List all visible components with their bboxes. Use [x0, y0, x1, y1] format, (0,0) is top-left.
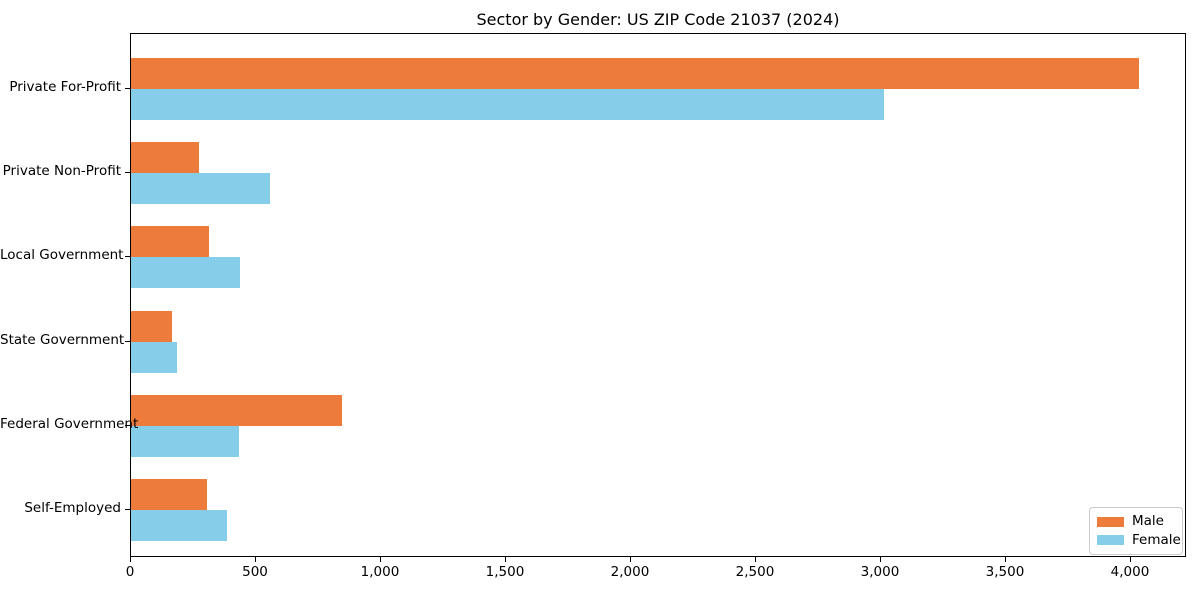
x-tick-mark [755, 557, 756, 562]
y-tick-label: Private Non-Profit [2, 163, 121, 180]
bar-female-2 [131, 173, 270, 205]
plot-area [130, 33, 1186, 557]
y-tick-label: Private For-Profit [9, 79, 121, 95]
y-tick-label: Self-Employed [24, 500, 121, 516]
bar-female-1 [131, 89, 884, 120]
y-tick-mark [125, 509, 130, 510]
y-tick-mark [125, 88, 130, 89]
x-tick-label: 2,000 [610, 564, 650, 580]
legend-label-male: Male [1132, 513, 1164, 529]
legend: Male Female [1089, 507, 1183, 555]
x-tick-mark [1005, 557, 1006, 562]
legend-item-female: Female [1097, 533, 1181, 548]
x-tick-label: 4,000 [1110, 564, 1150, 580]
y-tick-mark [125, 424, 130, 426]
x-tick-mark [630, 557, 631, 562]
x-tick-label: 2,500 [735, 564, 775, 580]
bar-male-4 [131, 310, 173, 342]
bar-male-3 [131, 226, 209, 258]
x-tick-mark [130, 557, 131, 562]
bar-female-3 [131, 257, 240, 289]
bar-male-5 [131, 394, 343, 426]
x-tick-label: 0 [125, 564, 135, 580]
x-tick-mark [380, 557, 381, 562]
chart-title: Sector by Gender: US ZIP Code 21037 (202… [476, 10, 840, 29]
x-tick-mark [255, 557, 256, 562]
legend-label-female: Female [1132, 531, 1181, 548]
x-tick-mark [1130, 557, 1131, 562]
x-tick-mark [880, 557, 881, 562]
x-tick-label: 1,500 [485, 564, 525, 580]
y-tick-label: Federal Government [0, 415, 139, 432]
x-tick-label: 1,000 [360, 564, 400, 580]
bar-male-1 [131, 58, 1139, 89]
bar-female-6 [131, 510, 228, 541]
legend-swatch-female-icon [1097, 535, 1124, 546]
bar-female-5 [131, 425, 239, 457]
y-tick-label: Local Government [0, 247, 124, 264]
y-tick-mark [125, 340, 130, 342]
y-tick-mark [125, 256, 130, 258]
y-tick-mark [125, 172, 130, 174]
bar-male-2 [131, 142, 199, 174]
legend-swatch-male-icon [1097, 516, 1124, 527]
bar-female-4 [131, 341, 178, 373]
bar-male-6 [131, 479, 208, 510]
x-tick-label: 3,500 [985, 564, 1025, 580]
legend-item-male: Male [1097, 513, 1175, 529]
x-tick-mark [505, 557, 506, 562]
x-tick-label: 3,000 [860, 564, 900, 580]
x-tick-label: 500 [242, 564, 268, 580]
y-tick-label: State Government [0, 331, 125, 348]
